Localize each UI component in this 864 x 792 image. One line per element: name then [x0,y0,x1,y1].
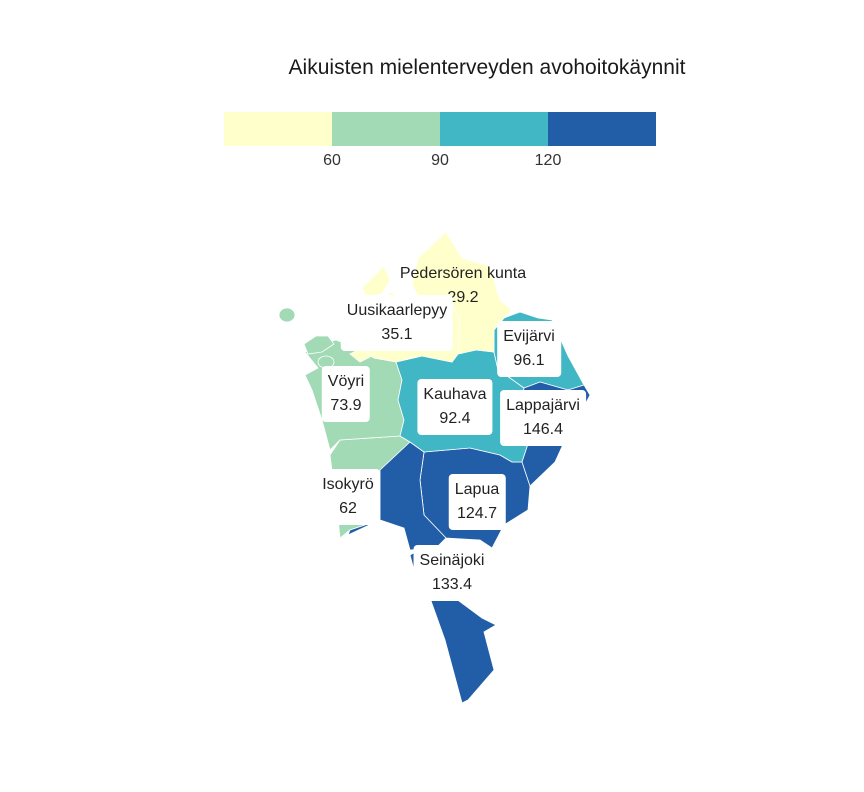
label-seinajoki: Seinäjoki 133.4 [413,545,491,601]
label-value: 73.9 [330,397,362,414]
label-name: Kauhava [423,386,487,403]
region-voyri-island2[interactable] [303,335,335,355]
label-name: Evijärvi [503,328,555,345]
label-value: 35.1 [381,326,413,343]
color-legend [224,112,656,146]
label-evijarvi: Evijärvi 96.1 [497,321,561,377]
label-name: Lapua [454,481,500,498]
label-voyri: Vöyri 73.9 [321,366,371,422]
label-name: Vöyri [327,373,365,390]
label-value: 96.1 [513,352,545,369]
legend-bin-3 [440,112,548,146]
label-value: 146.4 [522,421,564,438]
label-value: 62 [339,500,357,517]
region-uusikaarlepyy-island[interactable] [361,265,391,297]
label-name: Lappajärvi [506,397,580,414]
legend-tick: 60 [323,152,341,169]
label-lappajarvi: Lappajärvi 146.4 [500,390,586,446]
label-name: Uusikaarlepyy [346,302,448,319]
label-pedersoren: Pedersören kunta 29.2 [394,258,532,314]
region-voyri-island[interactable] [278,307,296,323]
label-value: 124.7 [456,505,498,522]
label-name: Isokyrö [322,476,374,493]
legend-bin-1 [224,112,332,146]
label-isokyro: Isokyrö 62 [316,469,380,525]
legend-tick: 120 [534,152,562,169]
legend-bin-2 [332,112,440,146]
label-value: 133.4 [431,576,473,593]
label-uusikaarlepyy: Uusikaarlepyy 35.1 [340,295,454,351]
label-lapua: Lapua 124.7 [448,474,506,530]
label-kauhava: Kauhava 92.4 [417,379,493,435]
chart-title: Aikuisten mielenterveyden avohoitokäynni… [288,56,686,79]
legend-tick: 90 [431,152,449,169]
label-name: Pedersören kunta [399,265,527,282]
label-value: 92.4 [439,410,471,427]
label-value: 29.2 [447,289,479,306]
legend-ticks: 60 90 120 [224,152,656,176]
legend-bin-4 [548,112,656,146]
label-name: Seinäjoki [419,552,485,569]
